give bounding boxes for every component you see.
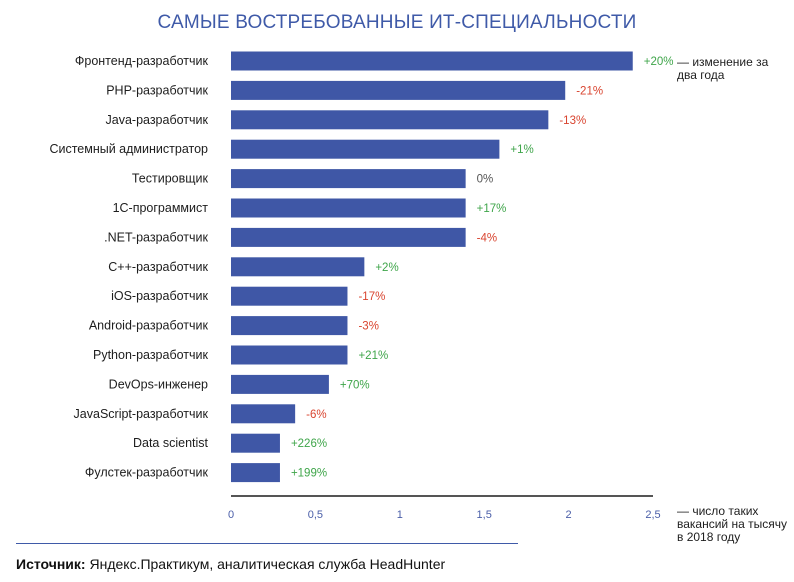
- change-label: -13%: [559, 115, 586, 127]
- source-divider: [16, 543, 518, 544]
- category-label: JavaScript-разработчик: [74, 407, 209, 421]
- x-tick-label: 0,5: [308, 509, 323, 521]
- category-label: PHP-разработчик: [106, 83, 208, 97]
- change-label: -4%: [477, 232, 497, 244]
- category-label: Системный администратор: [49, 142, 208, 156]
- change-label: +70%: [340, 379, 370, 391]
- x-tick-label: 1,5: [477, 509, 492, 521]
- category-label: Фулстек-разработчик: [85, 466, 209, 480]
- category-label: .NET-разработчик: [104, 230, 208, 244]
- bar: [231, 80, 566, 100]
- change-legend-note: — изменение за два года: [677, 55, 769, 82]
- category-label: Фронтенд-разработчик: [75, 54, 209, 68]
- category-label: DevOps-инженер: [109, 377, 208, 391]
- x-tick-label: 2: [566, 509, 572, 521]
- bar: [231, 169, 466, 189]
- x-tick-label: 0: [228, 509, 234, 521]
- category-label: iOS-разработчик: [111, 289, 208, 303]
- bar: [231, 286, 348, 306]
- bar: [231, 404, 296, 424]
- bar: [231, 316, 348, 336]
- change-label: +20%: [644, 56, 674, 68]
- change-label: 0%: [477, 174, 494, 186]
- category-label: Java-разработчик: [106, 113, 209, 127]
- bar: [231, 198, 466, 218]
- change-label: -21%: [576, 85, 603, 97]
- bar: [231, 51, 633, 71]
- bar: [231, 463, 280, 483]
- change-label: -3%: [358, 321, 378, 333]
- bar: [231, 374, 329, 394]
- x-tick-label: 1: [397, 509, 403, 521]
- bar: [231, 433, 280, 453]
- category-label: 1С-программист: [113, 201, 209, 215]
- bar-chart: Фронтенд-разработчик +20% PHP-разработчик -…: [49, 51, 674, 521]
- bar: [231, 110, 549, 130]
- bar: [231, 139, 500, 159]
- source-line: Источник: Яндекс.Практикум, аналитическа…: [16, 556, 445, 572]
- change-label: +2%: [375, 262, 398, 274]
- source-text: Яндекс.Практикум, аналитическая служба H…: [85, 556, 446, 572]
- x-axis-note: — число таких вакансий на тысячу в 2018 …: [677, 504, 787, 544]
- bar: [231, 257, 365, 277]
- change-label: +1%: [510, 144, 533, 156]
- source-label: Источник:: [16, 556, 86, 572]
- bar: [231, 345, 348, 365]
- change-label: +17%: [477, 203, 507, 215]
- change-label: -6%: [306, 409, 326, 421]
- change-label: +226%: [291, 438, 327, 450]
- x-tick-label: 2,5: [645, 509, 660, 521]
- bar: [231, 227, 466, 247]
- chart-title: САМЫЕ ВОСТРЕБОВАННЫЕ ИТ-СПЕЦИАЛЬНОСТИ: [157, 12, 637, 33]
- category-label: Python-разработчик: [93, 348, 209, 362]
- category-label: C++-разработчик: [108, 260, 208, 274]
- change-label: -17%: [358, 291, 385, 303]
- change-label: +199%: [291, 468, 327, 480]
- category-label: Data scientist: [133, 436, 209, 450]
- category-label: Android-разработчик: [89, 319, 209, 333]
- category-label: Тестировщик: [132, 172, 209, 186]
- change-label: +21%: [358, 350, 388, 362]
